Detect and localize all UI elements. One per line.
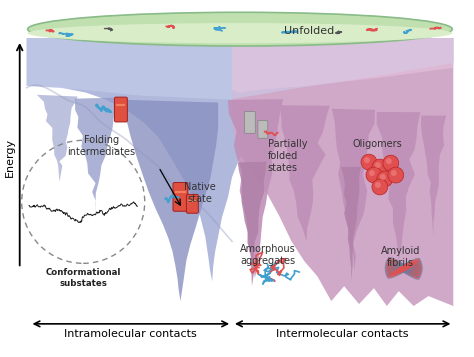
Polygon shape [232,38,453,93]
Polygon shape [232,38,453,306]
Polygon shape [37,95,78,182]
Ellipse shape [387,258,420,278]
Text: Native
state: Native state [184,182,216,203]
Circle shape [361,154,377,170]
Ellipse shape [386,261,421,275]
Ellipse shape [385,264,422,272]
Text: Partially
folded
states: Partially folded states [268,139,307,172]
Circle shape [380,174,386,180]
Circle shape [375,162,381,168]
Ellipse shape [387,259,420,278]
Circle shape [386,158,392,164]
Ellipse shape [385,263,422,274]
Polygon shape [421,116,446,237]
Circle shape [383,155,399,171]
Polygon shape [27,38,453,281]
Circle shape [369,170,375,176]
Polygon shape [332,109,375,271]
Circle shape [364,157,370,163]
FancyBboxPatch shape [186,194,198,213]
Text: Intramolecular contacts: Intramolecular contacts [64,329,197,339]
Polygon shape [280,105,330,256]
Text: Intermolecular contacts: Intermolecular contacts [276,329,409,339]
FancyBboxPatch shape [114,97,128,122]
Text: Folding
intermediates: Folding intermediates [67,135,135,157]
Circle shape [372,179,388,195]
FancyBboxPatch shape [173,182,188,211]
Polygon shape [377,112,420,261]
Text: Conformational
substates: Conformational substates [46,268,121,288]
Text: Amyloid
fibrils: Amyloid fibrils [381,246,420,268]
Ellipse shape [386,260,421,277]
Ellipse shape [385,265,422,272]
FancyBboxPatch shape [258,120,268,138]
Circle shape [391,170,397,176]
Polygon shape [27,38,453,100]
Circle shape [377,171,393,187]
Ellipse shape [385,265,422,272]
Polygon shape [75,97,118,217]
Ellipse shape [388,257,419,280]
Text: Unfolded: Unfolded [284,26,335,36]
Text: Energy: Energy [5,137,15,177]
Ellipse shape [386,262,422,275]
Ellipse shape [27,23,452,43]
Ellipse shape [386,260,421,276]
Circle shape [372,159,388,175]
Ellipse shape [27,12,452,46]
Polygon shape [119,100,218,301]
Text: Oligomers: Oligomers [352,139,402,149]
Circle shape [366,167,382,183]
Circle shape [388,167,404,183]
Circle shape [375,182,381,188]
Text: Amorphous
aggregates: Amorphous aggregates [240,245,296,266]
Ellipse shape [385,263,422,273]
Polygon shape [228,99,283,278]
Polygon shape [237,162,266,286]
Polygon shape [341,167,361,281]
FancyBboxPatch shape [245,111,255,134]
